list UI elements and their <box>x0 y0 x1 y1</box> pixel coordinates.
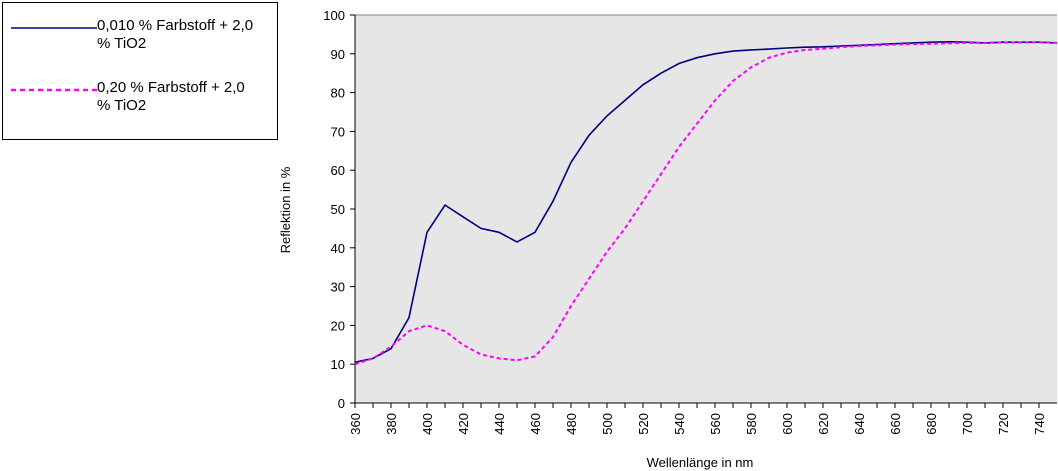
legend-label: 0,20 % Farbstoff + 2,0 % TiO2 <box>97 79 245 114</box>
x-tick-label: 660 <box>888 413 903 435</box>
y-tick-label: 50 <box>331 202 345 217</box>
plot-area <box>355 15 1057 403</box>
legend-label: 0,010 % Farbstoff + 2,0 % TiO2 <box>97 17 254 52</box>
x-axis-title: Wellenlänge in nm <box>647 455 754 470</box>
x-tick-label: 520 <box>636 413 651 435</box>
x-tick-label: 480 <box>564 413 579 435</box>
x-tick-label: 740 <box>1032 413 1047 435</box>
legend: 0,010 % Farbstoff + 2,0 % TiO2 0,20 % Far… <box>2 2 278 140</box>
y-tick-label: 10 <box>331 357 345 372</box>
x-tick-label: 720 <box>996 413 1011 435</box>
data-line <box>354 40 1058 364</box>
x-tick-label: 380 <box>384 413 399 435</box>
y-tick-label: 100 <box>323 8 345 23</box>
y-tick-label: 0 <box>338 396 345 411</box>
legend-swatch <box>11 27 97 29</box>
data-line <box>354 41 1058 366</box>
y-tick-label: 30 <box>331 280 345 295</box>
y-tick-label: 60 <box>331 163 345 178</box>
x-tick-label: 700 <box>960 413 975 435</box>
x-tick-label: 400 <box>420 413 435 435</box>
x-tick-label: 500 <box>600 413 615 435</box>
x-tick-label: 460 <box>528 413 543 435</box>
x-tick-label: 360 <box>348 413 363 435</box>
x-tick-label: 680 <box>924 413 939 435</box>
y-tick-label: 90 <box>331 47 345 62</box>
x-tick-label: 580 <box>744 413 759 435</box>
x-tick-label: 540 <box>672 413 687 435</box>
x-tick-label: 600 <box>780 413 795 435</box>
x-tick-label: 560 <box>708 413 723 435</box>
y-tick-label: 40 <box>331 241 345 256</box>
y-tick-label: 80 <box>331 86 345 101</box>
x-tick-label: 620 <box>816 413 831 435</box>
legend-swatch <box>11 88 97 92</box>
y-tick-label: 20 <box>331 318 345 333</box>
x-tick-label: 440 <box>492 413 507 435</box>
x-tick-label: 420 <box>456 413 471 435</box>
x-tick-label: 640 <box>852 413 867 435</box>
y-axis-title: Reflektion in % <box>278 166 293 253</box>
y-tick-label: 70 <box>331 124 345 139</box>
